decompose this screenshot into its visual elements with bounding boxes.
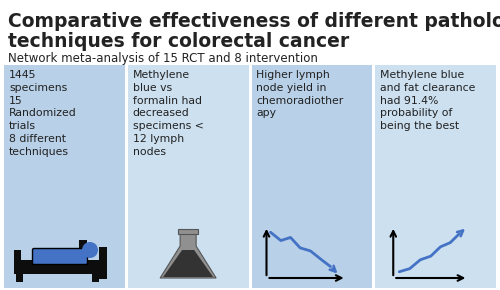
Bar [16, 272, 23, 282]
Text: Network meta-analysis of 15 RCT and 8 intervention: Network meta-analysis of 15 RCT and 8 in… [8, 52, 318, 65]
Text: Methylene
blue vs
formalin had
decreased
specimens <
12 lymph
nodes: Methylene blue vs formalin had decreased… [133, 70, 204, 157]
Bar [79, 240, 87, 262]
Polygon shape [163, 250, 213, 277]
Bar [99, 247, 107, 279]
Circle shape [82, 242, 98, 258]
Bar [4, 65, 125, 288]
Bar [92, 272, 99, 282]
FancyBboxPatch shape [32, 249, 88, 264]
Bar [375, 65, 496, 288]
Bar [14, 260, 104, 274]
Text: Higher lymph
node yield in
chemoradiother
apy: Higher lymph node yield in chemoradiothe… [256, 70, 344, 118]
Text: 1445
specimens
15
Randomized
trials
8 different
techniques: 1445 specimens 15 Randomized trials 8 di… [9, 70, 77, 157]
Bar [14, 250, 21, 274]
Bar [178, 229, 198, 234]
Text: Methylene blue
and fat clearance
had 91.4%
probability of
being the best: Methylene blue and fat clearance had 91.… [380, 70, 476, 131]
Polygon shape [160, 234, 216, 278]
Bar [128, 65, 248, 288]
Bar [252, 65, 372, 288]
Text: Comparative effectiveness of different pathologic: Comparative effectiveness of different p… [8, 12, 500, 31]
Text: techniques for colorectal cancer: techniques for colorectal cancer [8, 32, 349, 51]
